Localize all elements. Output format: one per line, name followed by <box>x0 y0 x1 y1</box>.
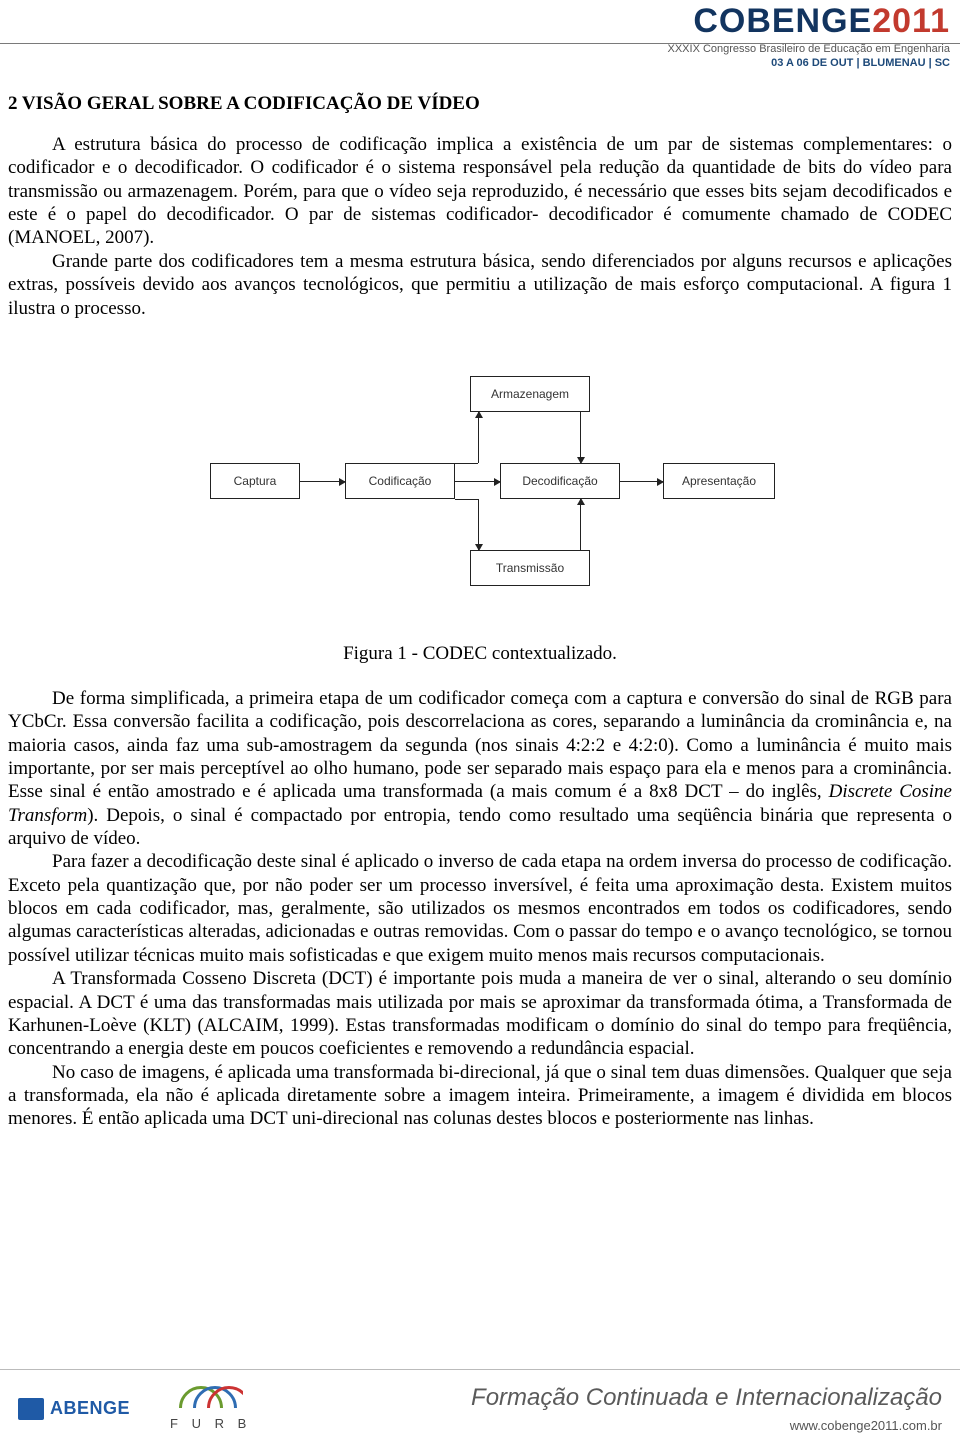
conference-logo: COBENGE2011 XXXIX Congresso Brasileiro d… <box>668 2 951 69</box>
logo-brand: COBENGE <box>693 2 872 40</box>
furb-arcs-icon <box>179 1386 243 1408</box>
edge-decodificacao-apresentacao <box>620 481 663 482</box>
para2-tail: ). Depois, o sinal é compactado por entr… <box>8 805 952 849</box>
footer-slogan: Formação Continuada e Internacionalizaçã… <box>291 1384 942 1412</box>
abenge-logo: ABENGE <box>18 1398 130 1420</box>
node-transmissao: Transmissão <box>470 550 590 586</box>
paragraph-1: A estrutura básica do processo de codifi… <box>8 133 952 250</box>
para2-lead: De forma simplificada, a primeira etapa … <box>8 688 952 802</box>
paragraph-5: No caso de imagens, é aplicada uma trans… <box>8 1061 952 1131</box>
edge-armazenagem-decodificacao <box>580 412 581 463</box>
node-captura: Captura <box>210 463 300 499</box>
logo-subtitle-1: XXXIX Congresso Brasileiro de Educação e… <box>668 43 951 55</box>
page-content: 2 VISÃO GERAL SOBRE A CODIFICAÇÃO DE VÍD… <box>0 93 960 1131</box>
logo-subtitle-2: 03 A 06 DE OUT | BLUMENAU | SC <box>668 57 951 69</box>
furb-text: F U R B <box>170 1416 251 1431</box>
logo-year: 2011 <box>872 2 950 40</box>
abenge-badge-icon <box>18 1398 44 1420</box>
edge-codificacao-transmissao <box>478 499 479 550</box>
footer-right: Formação Continuada e Internacionalizaçã… <box>291 1384 942 1433</box>
footer-url: www.cobenge2011.com.br <box>291 1418 942 1433</box>
abenge-text: ABENGE <box>50 1398 130 1419</box>
page-footer: ABENGE F U R B Formação Continuada e Int… <box>0 1369 960 1447</box>
figure-1-caption: Figura 1 - CODEC contextualizado. <box>8 643 952 665</box>
logo-text: COBENGE2011 <box>668 2 951 41</box>
paragraph-2: De forma simplificada, a primeira etapa … <box>8 687 952 851</box>
node-decodificacao: Decodificação <box>500 463 620 499</box>
node-apresentacao: Apresentação <box>663 463 775 499</box>
edge-captura-codificacao <box>300 481 345 482</box>
paragraph-4: A Transformada Cosseno Discreta (DCT) é … <box>8 967 952 1060</box>
edge-h-cod-to-arm <box>455 463 478 464</box>
node-armazenagem: Armazenagem <box>470 376 590 412</box>
arrowhead-to-armazenagem <box>478 412 479 413</box>
paragraph-3: Para fazer a decodificação deste sinal é… <box>8 850 952 967</box>
edge-codificacao-decodificacao <box>455 481 500 482</box>
edge-transmissao-decodificacao <box>580 499 581 550</box>
section-title: 2 VISÃO GERAL SOBRE A CODIFICAÇÃO DE VÍD… <box>8 93 952 115</box>
paragraph-1b: Grande parte dos codificadores tem a mes… <box>8 250 952 320</box>
page-header: COBENGE2011 XXXIX Congresso Brasileiro d… <box>0 0 960 75</box>
figure-1-flowchart: Captura Codificação Armazenagem Decodifi… <box>160 358 800 603</box>
node-codificacao: Codificação <box>345 463 455 499</box>
edge-h-cod-to-trans <box>455 499 478 500</box>
furb-logo: F U R B <box>170 1386 251 1431</box>
edge-v-armazenagem-left <box>478 412 479 463</box>
